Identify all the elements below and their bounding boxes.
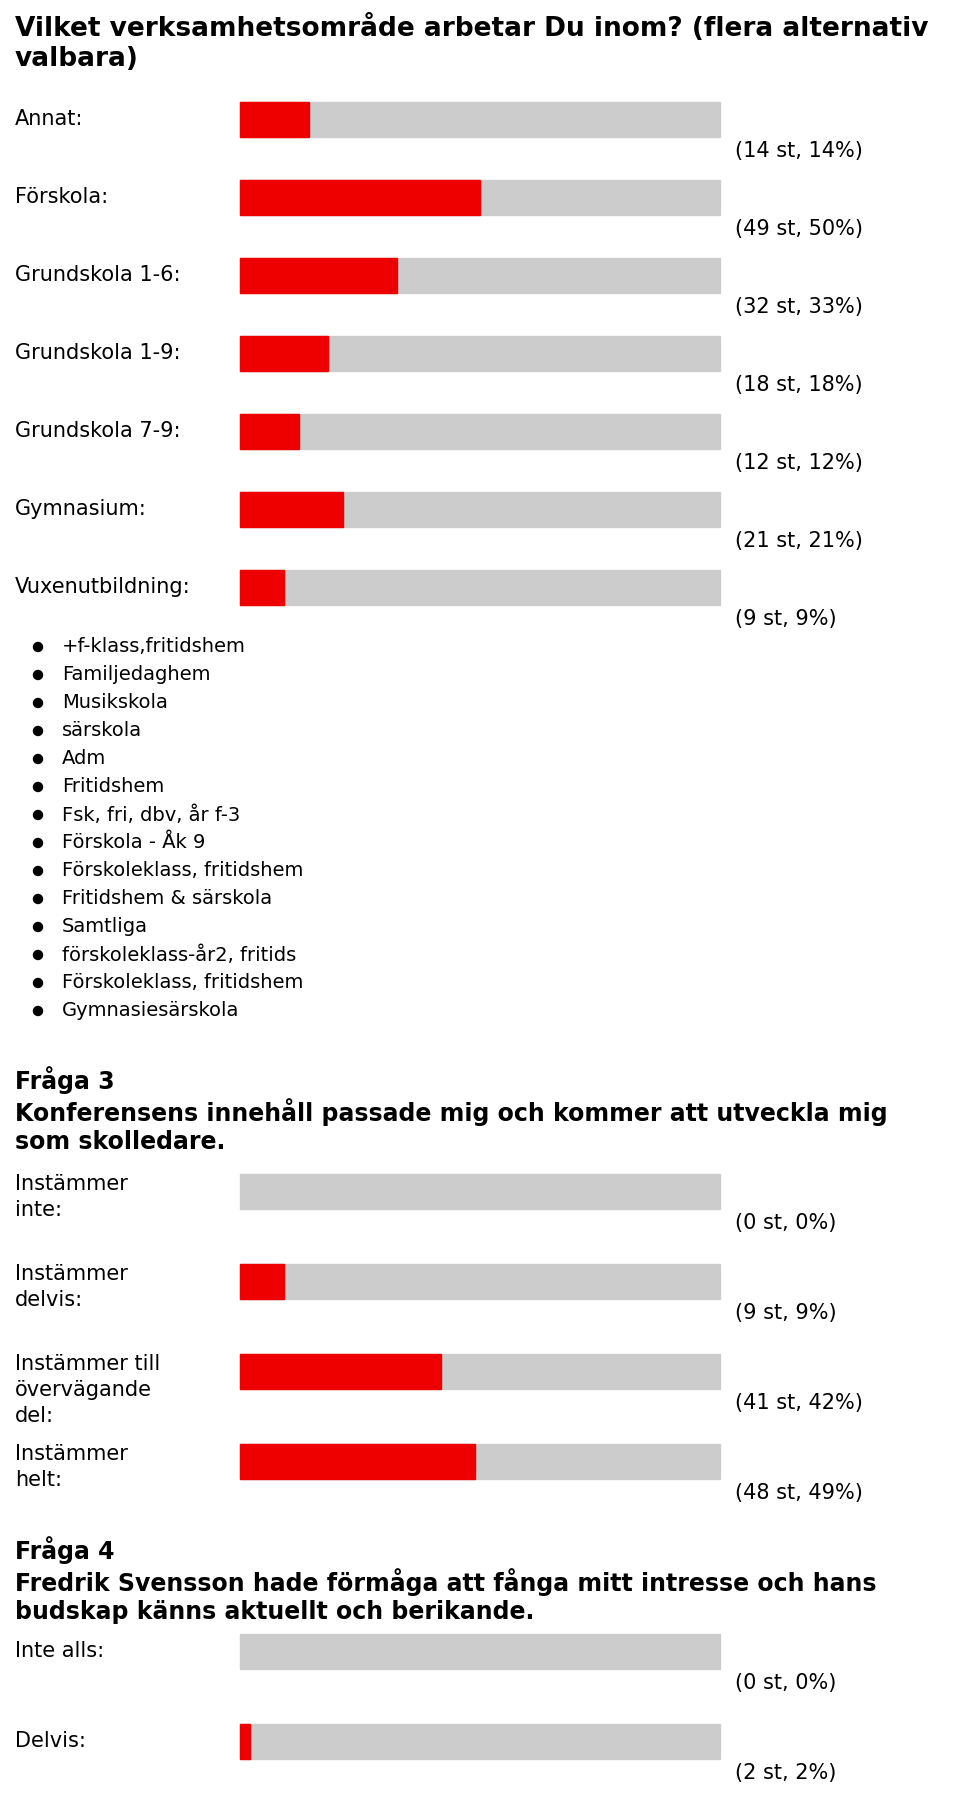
Circle shape [34,727,42,736]
Text: (0 st, 0%): (0 st, 0%) [735,1214,836,1234]
Bar [240,491,720,527]
Bar [240,1443,475,1479]
Bar [240,101,720,137]
Bar [240,413,299,449]
Circle shape [34,922,42,931]
Text: Gymnasiesärskola: Gymnasiesärskola [62,1001,239,1021]
Circle shape [34,951,42,960]
Text: (32 st, 33%): (32 st, 33%) [735,298,863,318]
Text: Fsk, fri, dbv, år f-3: Fsk, fri, dbv, år f-3 [62,805,240,824]
Bar [240,258,396,292]
Bar [240,570,720,604]
Text: (14 st, 14%): (14 st, 14%) [735,141,863,162]
Bar [240,258,720,292]
Text: särskola: särskola [62,722,142,740]
Circle shape [34,783,42,792]
Text: Fritidshem & särskola: Fritidshem & särskola [62,889,272,909]
Text: Grundskola 1-6:: Grundskola 1-6: [15,265,180,285]
Text: förskoleklass-år2, fritids: förskoleklass-år2, fritids [62,945,297,965]
Text: (0 st, 0%): (0 st, 0%) [735,1674,836,1694]
Text: Instämmer
delvis:: Instämmer delvis: [15,1263,128,1310]
Text: Gymnasium:: Gymnasium: [15,500,147,520]
Text: Instämmer till
övervägande
del:: Instämmer till övervägande del: [15,1353,160,1427]
Text: (2 st, 2%): (2 st, 2%) [735,1764,836,1784]
Text: Delvis:: Delvis: [15,1732,85,1752]
Bar [240,336,720,370]
Text: Grundskola 1-9:: Grundskola 1-9: [15,343,180,363]
Text: Musikskola: Musikskola [62,693,168,713]
Text: Instämmer
inte:: Instämmer inte: [15,1173,128,1220]
Text: Instämmer
helt:: Instämmer helt: [15,1443,128,1490]
Text: Fredrik Svensson hade förmåga att fånga mitt intresse och hans
budskap känns akt: Fredrik Svensson hade förmåga att fånga … [15,1568,876,1624]
Bar [240,1263,284,1299]
Bar [240,101,308,137]
Text: (21 st, 21%): (21 st, 21%) [735,532,863,552]
Bar [240,1723,720,1759]
Circle shape [34,895,42,904]
Text: Vuxenutbildning:: Vuxenutbildning: [15,577,191,597]
Circle shape [34,978,42,987]
Text: (9 st, 9%): (9 st, 9%) [735,1304,836,1324]
Text: (18 st, 18%): (18 st, 18%) [735,375,863,395]
Text: Familjedaghem: Familjedaghem [62,666,210,684]
Circle shape [34,642,42,651]
Bar [240,1723,250,1759]
Text: Grundskola 7-9:: Grundskola 7-9: [15,420,180,440]
Text: (41 st, 42%): (41 st, 42%) [735,1393,863,1414]
Text: Förskoleklass, fritidshem: Förskoleklass, fritidshem [62,862,303,880]
Text: Förskoleklass, fritidshem: Förskoleklass, fritidshem [62,974,303,992]
Text: (48 st, 49%): (48 st, 49%) [735,1483,863,1503]
Text: Förskola:: Förskola: [15,188,108,207]
Circle shape [34,839,42,848]
Text: Annat:: Annat: [15,108,84,130]
Text: Förskola - Åk 9: Förskola - Åk 9 [62,833,205,853]
Bar [240,1263,720,1299]
Text: Fritidshem: Fritidshem [62,778,164,797]
Bar [240,1353,720,1389]
Text: Samtliga: Samtliga [62,918,148,936]
Bar [240,1173,720,1209]
Bar [240,570,284,604]
Text: +f-klass,fritidshem: +f-klass,fritidshem [62,637,246,657]
Bar [240,491,343,527]
Circle shape [34,754,42,763]
Text: Fråga 3: Fråga 3 [15,1066,114,1093]
Bar [240,180,480,215]
Text: Inte alls:: Inte alls: [15,1642,104,1661]
Text: (49 st, 50%): (49 st, 50%) [735,220,863,240]
Text: Fråga 4: Fråga 4 [15,1535,114,1564]
Circle shape [34,698,42,707]
Text: (9 st, 9%): (9 st, 9%) [735,610,836,630]
Bar [240,1353,441,1389]
Bar [240,1633,720,1669]
Text: (12 st, 12%): (12 st, 12%) [735,453,863,473]
Text: Adm: Adm [62,749,107,769]
Text: Konferensens innehåll passade mig och kommer att utveckla mig
som skolledare.: Konferensens innehåll passade mig och ko… [15,1099,888,1155]
Circle shape [34,866,42,875]
Bar [240,1443,720,1479]
Bar [240,413,720,449]
Bar [240,180,720,215]
Circle shape [34,1007,42,1016]
Bar [240,336,328,370]
Circle shape [34,810,42,819]
Text: Vilket verksamhetsområde arbetar Du inom? (flera alternativ
valbara): Vilket verksamhetsområde arbetar Du inom… [15,14,928,72]
Circle shape [34,671,42,680]
